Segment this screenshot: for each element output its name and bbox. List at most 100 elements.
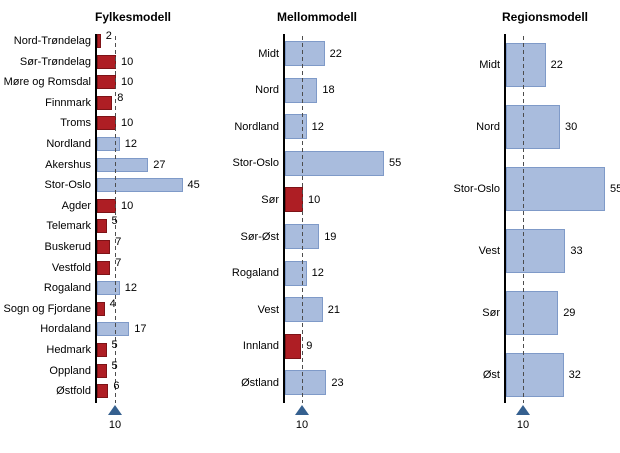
triangle-up-marker-icon — [295, 405, 309, 415]
bar — [285, 370, 327, 396]
category-label: Sør-Trøndelag — [19, 55, 91, 68]
value-label: 12 — [124, 138, 138, 150]
category-label: Østfold — [56, 385, 91, 398]
category-label: Midt — [258, 47, 279, 60]
value-label: 45 — [187, 179, 200, 192]
value-label: 10 — [121, 117, 134, 130]
value-label: 10 — [121, 55, 134, 68]
value-label: 9 — [306, 340, 313, 353]
category-label: Vestfold — [51, 261, 91, 274]
bar — [506, 229, 566, 273]
value-label: 12 — [311, 120, 324, 133]
reference-value-label: 10 — [108, 419, 122, 431]
triangle-up-marker-icon — [516, 405, 530, 415]
category-label: Sogn og Fjordane — [3, 302, 91, 315]
value-label: 30 — [565, 121, 578, 133]
value-label: 29 — [563, 307, 576, 319]
value-label: 12 — [311, 267, 324, 280]
value-label: 2 — [105, 30, 112, 42]
bar — [97, 219, 107, 234]
category-label: Sør-Øst — [240, 230, 280, 243]
bar — [97, 260, 111, 275]
category-label: Akershus — [45, 158, 91, 171]
category-label: Nordland — [234, 120, 279, 133]
category-label: Stor-Oslo — [453, 183, 500, 195]
bar — [97, 240, 111, 254]
bar — [285, 114, 307, 140]
bar — [97, 137, 120, 151]
category-label: Vest — [257, 303, 279, 316]
bar — [97, 116, 116, 131]
bar — [97, 198, 116, 213]
panel-title-fylkesmodell: Fylkesmodell — [94, 10, 172, 24]
value-label: 12 — [124, 282, 138, 295]
bar — [506, 43, 546, 87]
value-label: 6 — [113, 380, 120, 393]
bar — [97, 301, 105, 316]
value-label: 55 — [389, 157, 402, 170]
bar — [506, 105, 560, 149]
bar — [97, 95, 113, 110]
category-label: Nord-Trøndelag — [13, 35, 91, 47]
category-label: Innland — [242, 340, 279, 353]
panel-title-mellommodell: Mellommodell — [276, 10, 358, 24]
y-axis-line — [283, 34, 285, 403]
category-label: Vest — [478, 245, 500, 257]
value-label: 10 — [121, 199, 134, 212]
bar — [285, 150, 384, 176]
bar — [97, 281, 120, 296]
bar — [506, 353, 564, 397]
value-label: 17 — [134, 323, 147, 336]
panel-title-regionsmodell: Regionsmodell — [501, 10, 589, 24]
value-label: 4 — [109, 297, 116, 310]
bar — [97, 384, 109, 399]
category-label: Oppland — [49, 364, 91, 377]
value-label: 5 — [111, 215, 118, 228]
bar — [97, 343, 107, 357]
category-label: Buskerud — [44, 241, 91, 253]
category-label: Østland — [241, 376, 279, 389]
value-label: 5 — [111, 359, 118, 372]
bar — [285, 333, 302, 359]
category-label: Troms — [60, 117, 91, 130]
bar — [506, 291, 559, 335]
reference-line-10 — [115, 36, 116, 403]
bar — [285, 77, 318, 103]
category-label: Nord — [476, 121, 500, 133]
reference-line-10 — [302, 36, 303, 403]
value-label: 22 — [550, 59, 563, 71]
y-axis-line — [504, 34, 506, 403]
reference-line-10 — [523, 36, 524, 403]
triangle-up-marker-icon — [108, 405, 122, 415]
value-label: 7 — [115, 236, 122, 248]
category-label: Nord — [255, 84, 279, 97]
value-label: 5 — [111, 339, 118, 351]
value-label: 33 — [570, 245, 583, 257]
value-label: 22 — [329, 47, 342, 60]
category-label: Midt — [479, 59, 500, 71]
bar — [506, 167, 605, 211]
reference-value-label: 10 — [516, 419, 530, 431]
value-label: 23 — [331, 376, 344, 389]
bar — [97, 322, 130, 337]
value-label: 21 — [327, 303, 341, 316]
category-label: Rogaland — [43, 282, 91, 295]
category-label: Stor-Oslo — [232, 157, 279, 170]
bar — [97, 363, 107, 378]
value-label: 27 — [153, 158, 166, 171]
value-label: 19 — [324, 230, 337, 243]
category-label: Øst — [482, 369, 500, 381]
bar — [97, 54, 116, 69]
category-label: Hedmark — [46, 344, 91, 356]
bar — [97, 75, 116, 90]
category-label: Stor-Oslo — [44, 179, 91, 192]
reference-value-label: 10 — [295, 419, 309, 431]
category-label: Telemark — [46, 220, 91, 233]
value-label: 7 — [115, 256, 122, 269]
value-label: 18 — [322, 84, 335, 97]
category-label: Rogaland — [231, 267, 279, 280]
bar — [97, 178, 183, 193]
category-label: Agder — [61, 199, 91, 212]
y-axis-line — [95, 34, 97, 403]
